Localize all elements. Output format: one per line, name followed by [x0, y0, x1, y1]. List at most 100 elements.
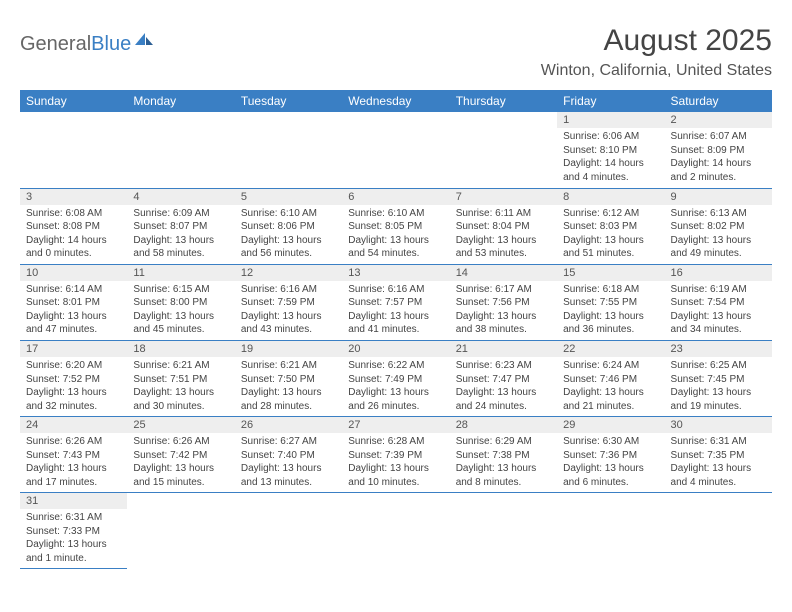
day-number: 6: [342, 189, 449, 205]
day-details: Sunrise: 6:09 AMSunset: 8:07 PMDaylight:…: [127, 205, 234, 264]
logo: GeneralBlue: [20, 30, 155, 59]
detail-line: Sunrise: 6:09 AM: [133, 207, 228, 221]
calendar-cell: 5Sunrise: 6:10 AMSunset: 8:06 PMDaylight…: [235, 188, 342, 264]
calendar-cell: 7Sunrise: 6:11 AMSunset: 8:04 PMDaylight…: [450, 188, 557, 264]
detail-line: Sunset: 7:59 PM: [241, 296, 336, 310]
weekday-header: Saturday: [665, 90, 772, 112]
calendar-cell: 31Sunrise: 6:31 AMSunset: 7:33 PMDayligh…: [20, 493, 127, 569]
detail-line: Daylight: 13 hours: [671, 234, 766, 248]
day-number: 28: [450, 417, 557, 433]
detail-line: Sunset: 7:43 PM: [26, 449, 121, 463]
detail-line: Sunrise: 6:30 AM: [563, 435, 658, 449]
calendar-cell: 11Sunrise: 6:15 AMSunset: 8:00 PMDayligh…: [127, 264, 234, 340]
detail-line: Sunset: 8:09 PM: [671, 144, 766, 158]
calendar-cell: 4Sunrise: 6:09 AMSunset: 8:07 PMDaylight…: [127, 188, 234, 264]
day-details: Sunrise: 6:16 AMSunset: 7:57 PMDaylight:…: [342, 281, 449, 340]
detail-line: Sunrise: 6:24 AM: [563, 359, 658, 373]
calendar-cell: 21Sunrise: 6:23 AMSunset: 7:47 PMDayligh…: [450, 340, 557, 416]
day-details: Sunrise: 6:10 AMSunset: 8:05 PMDaylight:…: [342, 205, 449, 264]
detail-line: Sunrise: 6:15 AM: [133, 283, 228, 297]
detail-line: Sunset: 8:01 PM: [26, 296, 121, 310]
day-details: Sunrise: 6:31 AMSunset: 7:35 PMDaylight:…: [665, 433, 772, 492]
day-number: 1: [557, 112, 664, 128]
detail-line: Daylight: 13 hours: [348, 462, 443, 476]
detail-line: and 4 minutes.: [671, 476, 766, 490]
calendar-row: 10Sunrise: 6:14 AMSunset: 8:01 PMDayligh…: [20, 264, 772, 340]
month-title: August 2025: [541, 24, 772, 58]
calendar-cell: [665, 493, 772, 569]
detail-line: Sunrise: 6:26 AM: [133, 435, 228, 449]
detail-line: Daylight: 13 hours: [26, 386, 121, 400]
detail-line: Daylight: 14 hours: [671, 157, 766, 171]
detail-line: and 32 minutes.: [26, 400, 121, 414]
detail-line: Daylight: 13 hours: [456, 386, 551, 400]
day-number: 25: [127, 417, 234, 433]
detail-line: Daylight: 13 hours: [563, 234, 658, 248]
calendar-cell: 1Sunrise: 6:06 AMSunset: 8:10 PMDaylight…: [557, 112, 664, 188]
calendar-cell: 3Sunrise: 6:08 AMSunset: 8:08 PMDaylight…: [20, 188, 127, 264]
detail-line: Sunset: 7:54 PM: [671, 296, 766, 310]
day-number: 23: [665, 341, 772, 357]
detail-line: Sunrise: 6:19 AM: [671, 283, 766, 297]
detail-line: Sunrise: 6:07 AM: [671, 130, 766, 144]
detail-line: and 53 minutes.: [456, 247, 551, 261]
detail-line: and 45 minutes.: [133, 323, 228, 337]
calendar-row: 1Sunrise: 6:06 AMSunset: 8:10 PMDaylight…: [20, 112, 772, 188]
day-details: Sunrise: 6:24 AMSunset: 7:46 PMDaylight:…: [557, 357, 664, 416]
detail-line: Daylight: 13 hours: [563, 462, 658, 476]
calendar-table: Sunday Monday Tuesday Wednesday Thursday…: [20, 90, 772, 569]
day-number: 13: [342, 265, 449, 281]
calendar-cell: 10Sunrise: 6:14 AMSunset: 8:01 PMDayligh…: [20, 264, 127, 340]
detail-line: and 2 minutes.: [671, 171, 766, 185]
calendar-cell: 24Sunrise: 6:26 AMSunset: 7:43 PMDayligh…: [20, 417, 127, 493]
day-number: 2: [665, 112, 772, 128]
detail-line: Daylight: 13 hours: [348, 310, 443, 324]
detail-line: and 1 minute.: [26, 552, 121, 566]
detail-line: Sunset: 7:52 PM: [26, 373, 121, 387]
detail-line: Sunset: 7:33 PM: [26, 525, 121, 539]
detail-line: Sunrise: 6:17 AM: [456, 283, 551, 297]
detail-line: Sunrise: 6:10 AM: [241, 207, 336, 221]
day-details: Sunrise: 6:06 AMSunset: 8:10 PMDaylight:…: [557, 128, 664, 187]
day-number: 24: [20, 417, 127, 433]
detail-line: Sunset: 8:08 PM: [26, 220, 121, 234]
detail-line: Sunset: 7:38 PM: [456, 449, 551, 463]
detail-line: Sunrise: 6:18 AM: [563, 283, 658, 297]
calendar-cell: 29Sunrise: 6:30 AMSunset: 7:36 PMDayligh…: [557, 417, 664, 493]
day-details: Sunrise: 6:10 AMSunset: 8:06 PMDaylight:…: [235, 205, 342, 264]
day-number: 16: [665, 265, 772, 281]
header: GeneralBlue August 2025 Winton, Californ…: [20, 24, 772, 80]
day-number: 14: [450, 265, 557, 281]
logo-text-general: General: [20, 33, 91, 56]
day-number: 19: [235, 341, 342, 357]
day-number: 5: [235, 189, 342, 205]
day-number: 12: [235, 265, 342, 281]
detail-line: Daylight: 13 hours: [348, 386, 443, 400]
detail-line: and 15 minutes.: [133, 476, 228, 490]
detail-line: Sunrise: 6:12 AM: [563, 207, 658, 221]
detail-line: and 17 minutes.: [26, 476, 121, 490]
detail-line: and 4 minutes.: [563, 171, 658, 185]
detail-line: Sunset: 8:06 PM: [241, 220, 336, 234]
calendar-cell: 20Sunrise: 6:22 AMSunset: 7:49 PMDayligh…: [342, 340, 449, 416]
detail-line: Sunrise: 6:21 AM: [241, 359, 336, 373]
day-details: Sunrise: 6:20 AMSunset: 7:52 PMDaylight:…: [20, 357, 127, 416]
detail-line: Sunrise: 6:29 AM: [456, 435, 551, 449]
detail-line: Sunrise: 6:23 AM: [456, 359, 551, 373]
day-details: Sunrise: 6:08 AMSunset: 8:08 PMDaylight:…: [20, 205, 127, 264]
detail-line: and 56 minutes.: [241, 247, 336, 261]
detail-line: and 6 minutes.: [563, 476, 658, 490]
detail-line: Sunset: 7:50 PM: [241, 373, 336, 387]
day-details: Sunrise: 6:15 AMSunset: 8:00 PMDaylight:…: [127, 281, 234, 340]
detail-line: Sunset: 7:47 PM: [456, 373, 551, 387]
calendar-page: GeneralBlue August 2025 Winton, Californ…: [0, 0, 792, 579]
detail-line: Sunset: 7:55 PM: [563, 296, 658, 310]
day-number: 10: [20, 265, 127, 281]
detail-line: Daylight: 13 hours: [671, 462, 766, 476]
detail-line: and 36 minutes.: [563, 323, 658, 337]
detail-line: Sunset: 7:42 PM: [133, 449, 228, 463]
day-number: 15: [557, 265, 664, 281]
calendar-row: 31Sunrise: 6:31 AMSunset: 7:33 PMDayligh…: [20, 493, 772, 569]
detail-line: and 10 minutes.: [348, 476, 443, 490]
detail-line: Sunset: 7:51 PM: [133, 373, 228, 387]
